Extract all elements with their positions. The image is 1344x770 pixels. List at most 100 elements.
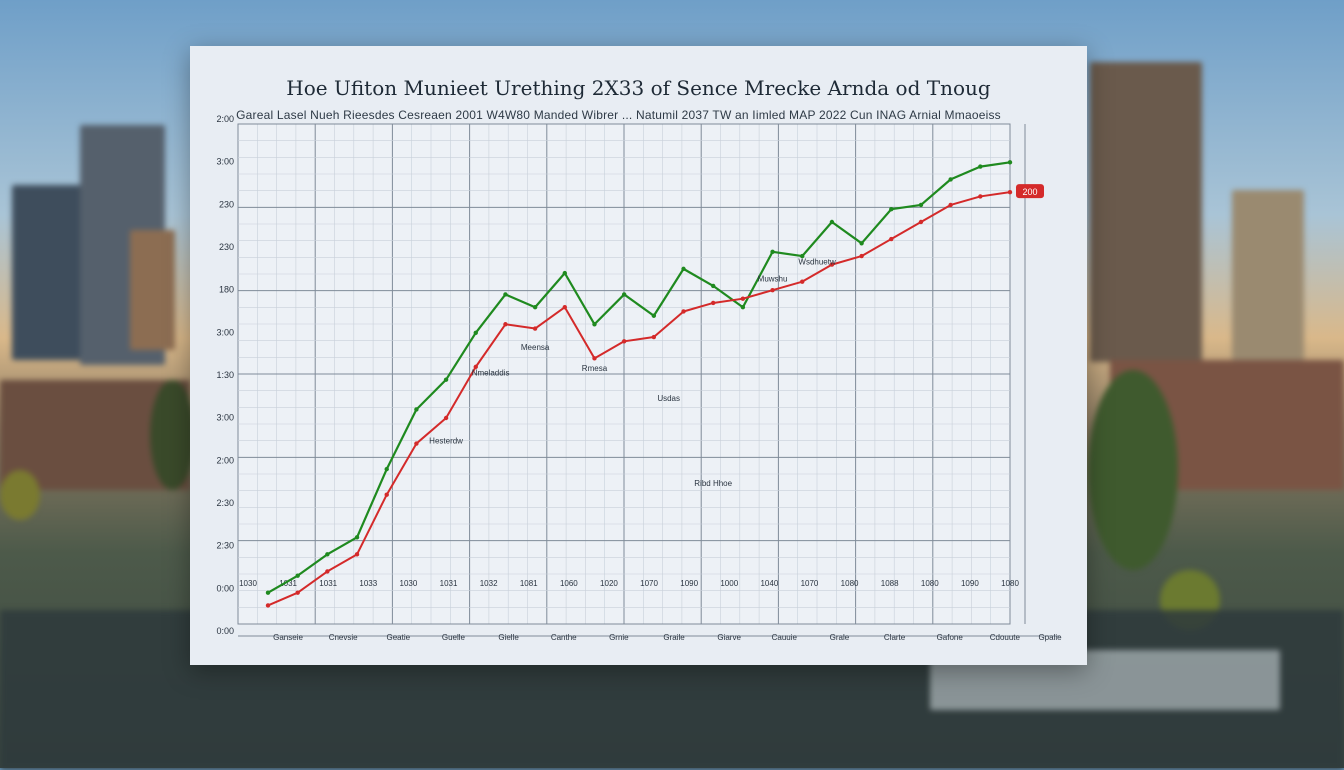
series-2-point — [532, 326, 538, 331]
y-axis-ticks: 2:00 3:00 230 230 180 3:00 1:30 3:00 2:00 2:30 2:3… — [216, 114, 234, 636]
x-tick-label: 1080 — [1001, 579, 1019, 588]
bottom-label: Grnie — [609, 633, 629, 642]
y-tick-label: 2:30 — [216, 541, 234, 551]
series-1-point — [414, 407, 419, 412]
series-1-point — [354, 535, 360, 540]
x-tick-label: 1032 — [480, 579, 498, 588]
series-2-point — [443, 415, 449, 421]
bottom-labels: Ganseie Cnevsie Geatie Guelle Gielle Canthe Gr… — [273, 633, 1062, 642]
series-1-point — [740, 305, 746, 310]
chart-title: Hoe Ufiton Munieet Urething 2X33 of Senc… — [286, 76, 991, 100]
series-1-point — [711, 283, 716, 289]
series-line-1 — [267, 161, 1011, 594]
y-tick-label: 2:00 — [216, 455, 234, 465]
x-tick-label: 1031 — [319, 579, 337, 588]
annotation-label: Ribd Hhoe — [694, 479, 732, 488]
bottom-label: Graile — [663, 633, 685, 642]
annotation-label: Rmesa — [582, 364, 608, 373]
annotation-label: Nmeladdis — [472, 368, 510, 377]
bottom-label: Gielle — [498, 633, 519, 642]
series-2-point — [265, 603, 271, 608]
x-tick-label: 1000 — [720, 579, 738, 588]
series-1-point — [503, 292, 508, 297]
bottom-label: Clarte — [884, 633, 906, 642]
y-tick-label: 3:00 — [216, 327, 234, 337]
annotation-label: Meensa — [521, 343, 550, 352]
series-1-point — [265, 590, 271, 595]
line-chart: 2:00 3:00 230 230 180 3:00 1:30 3:00 2:00 2:30 2:3… — [216, 114, 1062, 642]
series-1-point — [681, 266, 686, 272]
bottom-label: Cauuie — [772, 633, 798, 642]
x-tick-label: 1080 — [841, 579, 859, 588]
y-tick-label: 0:00 — [216, 583, 234, 593]
y-tick-label: 230 — [219, 199, 234, 209]
series-1-point — [948, 177, 953, 182]
x-tick-label: 1080 — [921, 579, 939, 588]
bottom-label: Guelle — [442, 633, 466, 642]
series-1-point — [443, 377, 449, 382]
series-1-point — [918, 202, 924, 208]
x-tick-label: 1090 — [961, 579, 979, 588]
series-2-point — [859, 253, 864, 259]
series-1-point — [859, 241, 864, 246]
series-2-point — [711, 300, 716, 306]
annotation-label: Hesterdw — [429, 437, 463, 446]
series-1-point — [384, 466, 389, 472]
y-tick-label: 3:00 — [216, 413, 234, 423]
series-1-point — [621, 292, 627, 297]
bottom-label: Canthe — [551, 633, 577, 642]
bottom-label: Cnevsie — [329, 633, 358, 642]
bottom-label: Giarve — [717, 633, 741, 642]
x-tick-label: 1090 — [680, 579, 698, 588]
series-2-point — [978, 194, 983, 199]
y-tick-label: 0:00 — [216, 626, 234, 636]
x-tick-label: 1033 — [359, 579, 377, 588]
y-tick-label: 180 — [219, 285, 234, 295]
bottom-label: Grale — [830, 633, 850, 642]
annotation-label: Muwshu — [758, 275, 788, 284]
x-tick-label: 1030 — [239, 579, 257, 588]
series-2-point — [800, 279, 805, 284]
series-2-point — [414, 441, 419, 446]
end-marker-label: 200 — [1022, 187, 1037, 197]
x-tick-label: 1070 — [640, 579, 658, 588]
bottom-label: Ganseie — [273, 633, 303, 642]
plot-area: 200 — [265, 160, 1044, 608]
series-2-point — [325, 569, 330, 574]
x-axis-ticks: 1030 1031 1031 1033 1030 1031 1032 1081 1060 1020… — [239, 579, 1019, 588]
x-tick-label: 1040 — [760, 579, 778, 588]
y-tick-label: 2:30 — [216, 498, 234, 508]
series-2-point — [829, 262, 835, 267]
series-2-point — [354, 552, 360, 557]
x-tick-label: 1070 — [801, 579, 819, 588]
series-1-point — [562, 270, 567, 276]
series-1-point — [829, 219, 835, 225]
series-2-point — [503, 322, 508, 327]
series-2-point — [473, 364, 478, 370]
y-tick-label: 1:30 — [216, 370, 234, 380]
x-tick-label: 1088 — [881, 579, 899, 588]
annotation-label: Usdas — [657, 394, 680, 403]
x-tick-label: 1031 — [279, 579, 297, 588]
series-2-point — [1007, 189, 1013, 195]
end-marker: 200 — [1016, 184, 1044, 199]
annotations: Ribd Hhoe Hesterdw Nmeladdis Meensa Rmesa Usd… — [429, 258, 836, 489]
bottom-label: Geatie — [386, 633, 410, 642]
series-2-point — [562, 305, 567, 310]
series-2-point — [651, 334, 657, 340]
y-tick-label: 230 — [219, 242, 234, 252]
series-line-2 — [267, 191, 1011, 607]
series-2-point — [681, 309, 686, 314]
x-tick-label: 1030 — [400, 579, 418, 588]
series-2-point — [384, 492, 389, 497]
chart-grid — [237, 123, 1060, 637]
x-tick-label: 1081 — [520, 579, 538, 588]
series-2-point — [770, 287, 775, 293]
y-tick-label: 2:00 — [216, 114, 234, 124]
series-1-point — [473, 330, 478, 335]
annotation-label: Wsdhuetw — [798, 258, 836, 267]
series-2-point — [918, 219, 924, 225]
chart-subtitle: Gareal Lasel Nueh Rieesdes Cesreaen 2001… — [236, 108, 1001, 122]
series-2-point — [592, 356, 597, 361]
